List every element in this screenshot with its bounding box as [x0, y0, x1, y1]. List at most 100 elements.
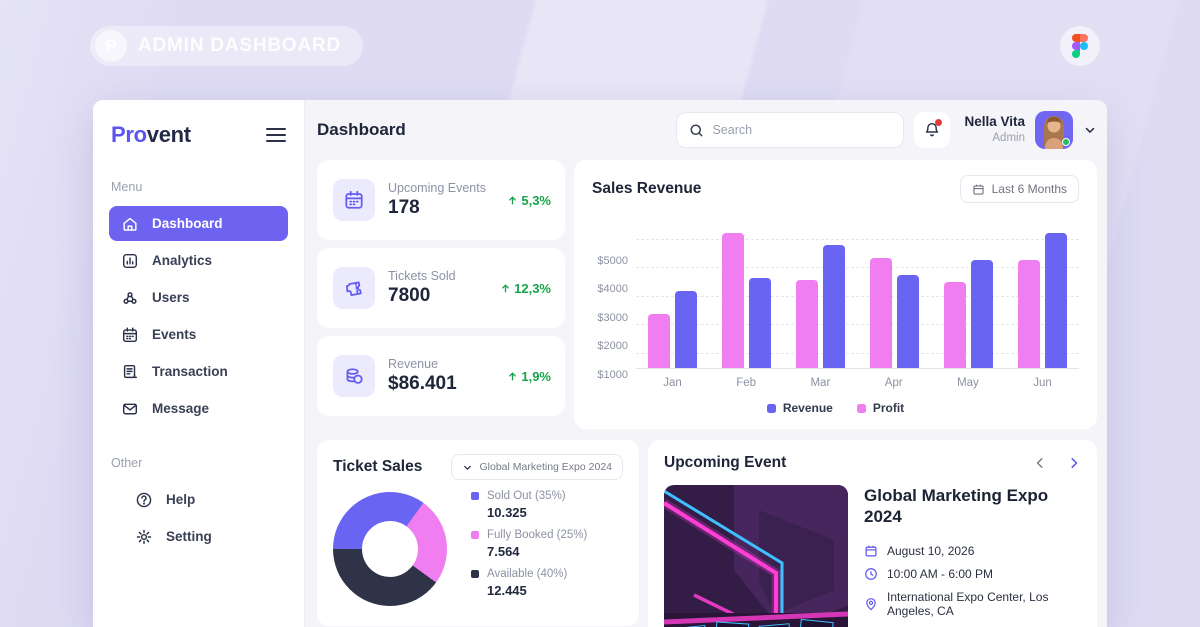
- sales-revenue-title: Sales Revenue: [592, 180, 702, 197]
- chevron-down-icon[interactable]: [1083, 123, 1097, 137]
- sidebar-item-analytics[interactable]: Analytics: [109, 243, 288, 278]
- profit-bar: [1017, 260, 1040, 368]
- stats-column: Upcoming Events 178 5,3% Tickets Sold 7800 12…: [317, 160, 565, 429]
- up-arrow-icon: [509, 196, 517, 204]
- home-icon: [121, 215, 139, 233]
- event-location-row: International Expo Center, Los Angeles, …: [864, 590, 1081, 618]
- other-section-label: Other: [111, 456, 143, 470]
- legend-item-revenue: Revenue: [766, 401, 833, 415]
- period-filter-button[interactable]: Last 6 Months: [959, 175, 1079, 203]
- stat-label: Tickets Sold: [388, 269, 456, 283]
- profit-bar: [796, 280, 819, 368]
- y-tick-label: $3000: [597, 311, 628, 324]
- gear-icon: [135, 528, 153, 546]
- search-input[interactable]: [712, 123, 892, 137]
- x-tick-label: Feb: [736, 377, 757, 389]
- up-arrow-icon: [509, 372, 517, 380]
- sidebar-item-events[interactable]: Events: [109, 317, 288, 352]
- profit-bar: [648, 314, 671, 368]
- gridline: [636, 238, 1079, 240]
- y-tick-label: $2000: [597, 340, 628, 353]
- x-tick-label: May: [957, 377, 979, 389]
- profit-bar: [869, 258, 892, 368]
- notification-bell-button[interactable]: [914, 112, 951, 148]
- revenue-bar: [823, 245, 846, 368]
- stat-card-tickets-sold: Tickets Sold 7800 12,3%: [317, 248, 565, 328]
- online-status-dot: [1062, 138, 1070, 146]
- stat-label: Revenue: [388, 357, 439, 371]
- y-tick-label: $1000: [597, 368, 628, 381]
- stat-label: Upcoming Events: [388, 181, 486, 195]
- banner-title: ADMIN DASHBOARD: [138, 35, 342, 56]
- sidebar-item-users[interactable]: Users: [109, 280, 288, 315]
- app-window: Provent Menu Dashboard Analytics Users Even…: [93, 100, 1107, 627]
- bar-group-jun: [1017, 233, 1067, 368]
- sidebar-item-dashboard[interactable]: Dashboard: [109, 206, 288, 241]
- stat-card-revenue: Revenue $86.401 1,9%: [317, 336, 565, 416]
- sidebar-item-setting[interactable]: Setting: [109, 519, 288, 554]
- sidebar-item-label: Events: [152, 327, 197, 342]
- stat-value: $86.401: [388, 373, 457, 394]
- sidebar-item-message[interactable]: Message: [109, 391, 288, 426]
- chart-legend: Revenue Profit: [592, 401, 1079, 415]
- sidebar-other: Help Setting: [109, 482, 288, 554]
- revenue-bar: [896, 275, 919, 368]
- chevron-down-icon: [463, 465, 471, 470]
- revenue-bar: [970, 260, 993, 368]
- gridline: [636, 267, 1079, 269]
- calendar-icon: [864, 544, 878, 558]
- sidebar-item-label: Transaction: [152, 364, 228, 379]
- main-area: Dashboard Nella Vita Admin: [305, 100, 1107, 627]
- page-title: Dashboard: [317, 120, 406, 139]
- banner: P ADMIN DASHBOARD: [90, 26, 364, 66]
- sidebar-item-transaction[interactable]: Transaction: [109, 354, 288, 389]
- gridline: [636, 352, 1079, 354]
- gridline: [636, 295, 1079, 297]
- sales-revenue-card: Sales Revenue Last 6 Months $1000 $2000 $3…: [574, 160, 1097, 429]
- brand-logo: Provent: [111, 122, 191, 147]
- chart-icon: [121, 252, 139, 270]
- chart-x-axis: Jan Feb Mar Apr May Jun: [636, 377, 1079, 389]
- ticket-icon: [333, 267, 375, 309]
- bar-group-apr: [869, 258, 919, 368]
- hamburger-menu-icon[interactable]: [266, 128, 286, 142]
- sidebar-menu: Dashboard Analytics Users Events Transaction…: [109, 206, 288, 426]
- receipt-icon: [121, 363, 139, 381]
- clock-icon: [864, 567, 878, 581]
- figma-logo-icon: [1072, 34, 1088, 58]
- notification-dot: [935, 119, 943, 126]
- revenue-bar: [749, 278, 772, 368]
- donut-legend-item: Fully Booked (25%) 7.564: [471, 529, 587, 559]
- event-location: International Expo Center, Los Angeles, …: [887, 589, 1049, 618]
- sales-revenue-chart: $1000 $2000 $3000 $4000 $5000 Jan Feb Mar Apr Ma…: [592, 217, 1079, 389]
- bar-group-may: [943, 260, 993, 368]
- main-header: Dashboard Nella Vita Admin: [317, 100, 1097, 160]
- stat-value: 178: [388, 197, 420, 218]
- legend-item-profit: Profit: [856, 401, 904, 415]
- event-name: Global Marketing Expo 2024: [864, 486, 1049, 527]
- search-box[interactable]: [676, 112, 905, 148]
- user-name: Nella Vita: [964, 114, 1025, 130]
- event-select-dropdown[interactable]: Global Marketing Expo 2024: [450, 454, 623, 480]
- ticket-sales-title: Ticket Sales: [333, 458, 423, 475]
- user-info: Nella Vita Admin: [964, 114, 1025, 145]
- event-image: [664, 485, 848, 627]
- donut-legend-item: Available (40%) 12.445: [471, 568, 587, 598]
- search-icon: [690, 124, 704, 137]
- bar-group-mar: [796, 245, 846, 368]
- revenue-bar: [1044, 233, 1067, 368]
- stat-change: 1,9%: [507, 369, 551, 384]
- x-tick-label: Jun: [1033, 377, 1052, 389]
- chevron-right-icon[interactable]: [1067, 456, 1081, 470]
- stat-value: 7800: [388, 285, 431, 306]
- avatar[interactable]: [1035, 111, 1073, 149]
- upcoming-event-title: Upcoming Event: [664, 454, 787, 471]
- y-tick-label: $4000: [597, 283, 628, 296]
- event-date-row: August 10, 2026: [864, 544, 1081, 558]
- sidebar-item-help[interactable]: Help: [109, 482, 288, 517]
- x-tick-label: Apr: [884, 377, 903, 389]
- sidebar-item-label: Users: [152, 290, 190, 305]
- chevron-left-icon[interactable]: [1033, 456, 1047, 470]
- sidebar-item-label: Help: [166, 492, 196, 507]
- sidebar-item-label: Dashboard: [152, 216, 223, 231]
